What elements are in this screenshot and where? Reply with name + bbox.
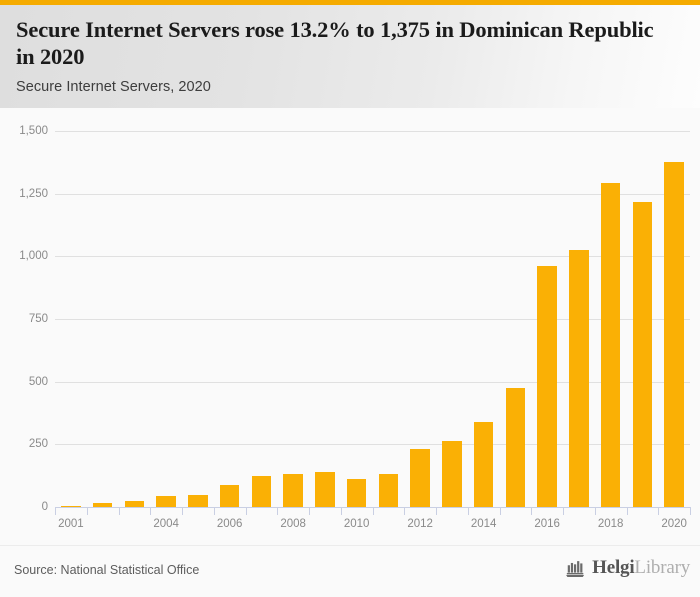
x-axis-tick xyxy=(213,507,215,515)
x-axis-tick-label: 2010 xyxy=(343,518,370,530)
x-axis-tick-label: 2014 xyxy=(470,518,497,530)
x-axis-tick xyxy=(531,507,533,515)
bar-2007[interactable] xyxy=(251,476,272,507)
bar-2012[interactable] xyxy=(410,449,430,507)
bar-2009[interactable] xyxy=(315,472,335,507)
x-axis-tick xyxy=(150,507,152,515)
y-axis-tick-label: 500 xyxy=(28,375,48,388)
bar-2008[interactable] xyxy=(283,474,303,507)
x-axis-tick xyxy=(182,507,183,515)
bar-2020[interactable] xyxy=(664,162,684,507)
x-axis-tick xyxy=(594,507,596,515)
gridline xyxy=(55,131,690,132)
x-axis-tick xyxy=(499,507,501,515)
bar-2019[interactable] xyxy=(632,202,653,507)
chart-header: Secure Internet Servers rose 13.2% to 1,… xyxy=(0,5,700,108)
x-axis-tick xyxy=(245,507,247,515)
helgi-library-logo[interactable]: HelgiLibrary xyxy=(565,557,690,579)
bar-2017[interactable] xyxy=(569,250,589,507)
bar-2014[interactable] xyxy=(473,421,494,507)
y-axis-tick-label: 750 xyxy=(28,313,48,325)
x-axis-tick xyxy=(277,507,279,515)
bar-2013[interactable] xyxy=(442,441,462,507)
x-axis-tick-label: 2016 xyxy=(534,518,560,530)
bar-series xyxy=(55,131,690,507)
x-axis-tick xyxy=(55,507,56,515)
x-axis-tick-label: 2018 xyxy=(597,518,624,530)
x-axis-tick-label: 2004 xyxy=(153,518,179,530)
x-axis-tick xyxy=(404,507,406,515)
bar-2015[interactable] xyxy=(505,388,526,507)
x-axis-tick xyxy=(658,507,660,515)
gridline xyxy=(55,193,690,195)
x-axis-tick xyxy=(118,507,120,515)
gridline xyxy=(55,444,690,446)
y-axis-tick-label: 1,500 xyxy=(19,125,48,137)
x-axis-tick xyxy=(436,507,437,515)
gridline xyxy=(55,256,690,258)
y-axis-tick-label: 1,250 xyxy=(19,187,48,200)
y-axis-tick-label: 1,000 xyxy=(19,250,48,263)
x-axis-tick-label: 2012 xyxy=(407,518,433,530)
logo-secondary-text: Library xyxy=(634,557,690,578)
gridline xyxy=(55,319,690,320)
plot-area: 1,500 1,250 1,000 750 500 250 0 2001 2004 2006 20… xyxy=(0,108,700,545)
x-axis-tick xyxy=(690,507,691,515)
top-accent-bar xyxy=(0,0,700,5)
x-axis-tick xyxy=(467,507,469,515)
page-title: Secure Internet Servers rose 13.2% to 1,… xyxy=(16,17,654,69)
chart-subtitle: Secure Internet Servers, 2020 xyxy=(16,79,211,95)
y-axis: 1,500 1,250 1,000 750 500 250 0 xyxy=(0,125,48,513)
x-axis-tick xyxy=(309,507,310,515)
x-axis-tick xyxy=(626,507,628,515)
y-axis-tick-label: 0 xyxy=(41,501,48,513)
source-note: Source: National Statistical Office xyxy=(14,563,200,577)
x-axis-tick xyxy=(563,507,564,515)
bar-2002[interactable] xyxy=(92,503,113,507)
x-axis-tick-label: 2008 xyxy=(280,518,306,530)
y-axis-tick-label: 250 xyxy=(28,438,48,451)
bar-2003[interactable] xyxy=(124,500,145,507)
x-axis-tick xyxy=(340,507,342,515)
x-axis-tick xyxy=(372,507,374,515)
bar-2006[interactable] xyxy=(219,484,240,507)
logo-primary-text: Helgi xyxy=(592,557,635,578)
bar-2018[interactable] xyxy=(600,183,621,507)
chart-footer: Source: National Statistical Office Helg… xyxy=(0,545,700,597)
bar-2016[interactable] xyxy=(537,265,557,507)
x-axis-tick-label: 2001 xyxy=(58,518,84,530)
gridline xyxy=(55,381,690,383)
x-axis-tick xyxy=(86,507,88,515)
bar-2011[interactable] xyxy=(378,474,399,507)
bar-2010[interactable] xyxy=(346,478,367,507)
x-axis: 2001 2004 2006 2008 2010 2012 2014 2016 2018 2020 xyxy=(55,507,691,545)
bar-2001[interactable] xyxy=(61,505,81,507)
x-axis-tick-label: 2020 xyxy=(661,518,687,530)
bar-2005[interactable] xyxy=(188,494,208,507)
bar-2004[interactable] xyxy=(156,496,176,507)
library-bars-icon xyxy=(566,561,585,577)
x-axis-tick-label: 2006 xyxy=(216,518,243,530)
